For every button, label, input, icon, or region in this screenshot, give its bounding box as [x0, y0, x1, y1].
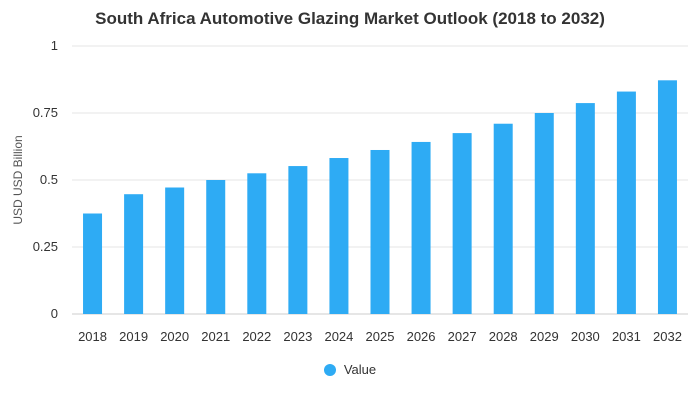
x-tick-label: 2027: [448, 329, 477, 344]
legend-swatch: [323, 363, 336, 376]
x-tick-label: 2030: [571, 329, 600, 344]
bar-2025[interactable]: [370, 149, 390, 314]
x-tick-label: 2018: [78, 329, 107, 344]
bar-2022[interactable]: [247, 173, 267, 314]
bar-2029[interactable]: [534, 113, 554, 314]
bar-2021[interactable]: [206, 180, 226, 314]
legend-label: Value: [343, 362, 377, 377]
x-tick-label: 2020: [160, 329, 189, 344]
x-tick-label: 2029: [530, 329, 559, 344]
legend[interactable]: Value: [0, 362, 700, 377]
bars: [83, 80, 677, 314]
bar-2028[interactable]: [493, 123, 513, 314]
bar-2019[interactable]: [124, 194, 144, 314]
x-tick-label: 2021: [201, 329, 230, 344]
bar-2024[interactable]: [329, 158, 349, 314]
x-tick-label: 2022: [242, 329, 271, 344]
x-tick-label: 2023: [283, 329, 312, 344]
x-tick-label: 2032: [653, 329, 682, 344]
bar-2031[interactable]: [616, 91, 636, 314]
bar-2020[interactable]: [165, 187, 185, 314]
y-tick-label: 0: [51, 306, 58, 321]
y-tick-label: 0.25: [33, 239, 58, 254]
x-tick-label: 2019: [119, 329, 148, 344]
x-tick-label: 2024: [324, 329, 353, 344]
bar-2026[interactable]: [411, 141, 431, 314]
x-axis-ticks: 2018 2019 2020 2021 2022 2023 2024 2025 2026 2027…: [78, 329, 682, 344]
y-axis-ticks: 0 0.25 0.5 0.75 1: [33, 38, 58, 321]
y-tick-label: 0.75: [33, 105, 58, 120]
bar-2023[interactable]: [288, 166, 308, 314]
x-tick-label: 2025: [366, 329, 395, 344]
y-tick-label: 1: [51, 38, 58, 53]
bar-2030[interactable]: [575, 103, 595, 314]
y-tick-label: 0.5: [40, 172, 58, 187]
x-tick-label: 2028: [489, 329, 518, 344]
x-tick-label: 2026: [407, 329, 436, 344]
bar-2027[interactable]: [452, 133, 472, 314]
y-axis-label: USD USD Billion: [11, 135, 25, 224]
x-tick-label: 2031: [612, 329, 641, 344]
bar-2018[interactable]: [83, 213, 103, 315]
chart-title: South Africa Automotive Glazing Market O…: [95, 9, 605, 28]
bar-2032[interactable]: [657, 80, 677, 314]
